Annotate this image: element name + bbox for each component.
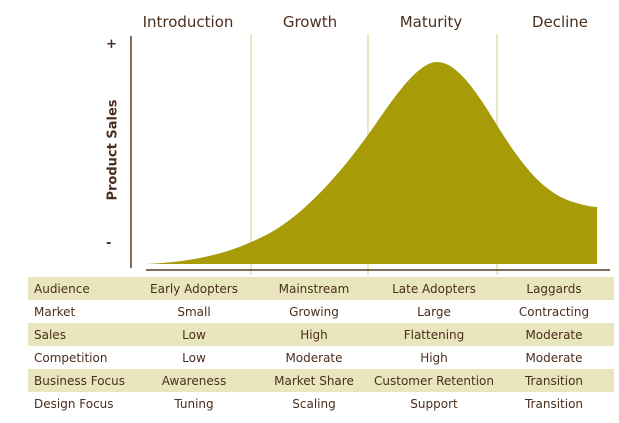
table-cell: Transition [524, 396, 584, 411]
table-cell: Market Share [254, 369, 374, 392]
table-cell: Awareness [134, 369, 254, 392]
stage-title-decline: Decline [531, 13, 589, 31]
table-cell: Transition [494, 369, 614, 392]
table-cell: Moderate [494, 323, 614, 346]
table-cell: Laggards [494, 277, 614, 300]
table-cell: Mainstream [254, 277, 374, 300]
row-label: Competition [34, 350, 108, 365]
lifecycle-attributes-table: Audience Early Adopters Mainstream Late … [28, 277, 614, 415]
table-row-audience: Audience Early Adopters Mainstream Late … [28, 277, 614, 300]
table-row-market: Market Small Growing Large Contracting [28, 300, 614, 323]
table-cell: Early Adopters [134, 277, 254, 300]
table-cell: Growing [289, 304, 339, 319]
stage-title-growth: Growth [282, 13, 338, 31]
table-cell: Large [417, 304, 451, 319]
table-cell: High [420, 350, 448, 365]
table-cell: Support [410, 396, 458, 411]
table-cell: Tuning [174, 396, 214, 411]
table-cell: Contracting [518, 304, 590, 319]
y-axis-low-marker: - [106, 236, 112, 251]
table-row-sales: Sales Low High Flattening Moderate [28, 323, 614, 346]
sales-curve-area [146, 61, 597, 264]
table-cell: Scaling [292, 396, 336, 411]
table-cell: Customer Retention [374, 369, 494, 392]
table-cell: High [254, 323, 374, 346]
table-row-competition: Competition Low Moderate High Moderate [28, 346, 614, 369]
stage-title-maturity: Maturity [399, 13, 463, 31]
table-row-design-focus: Design Focus Tuning Scaling Support Tran… [28, 392, 614, 415]
table-row-business-focus: Business Focus Awareness Market Share Cu… [28, 369, 614, 392]
table-cell: Moderate [525, 350, 583, 365]
row-label: Market [34, 304, 76, 319]
table-cell: Low [182, 350, 206, 365]
row-label: Sales [28, 323, 134, 346]
y-axis-label: Product Sales [105, 99, 121, 201]
row-label: Audience [28, 277, 134, 300]
table-cell: Late Adopters [374, 277, 494, 300]
table-cell: Moderate [285, 350, 343, 365]
table-cell: Low [134, 323, 254, 346]
row-label: Design Focus [34, 396, 114, 411]
y-axis-high-marker: + [106, 37, 117, 52]
table-cell: Small [177, 304, 211, 319]
row-label: Business Focus [28, 369, 134, 392]
stage-title-introduction: Introduction [142, 13, 234, 31]
table-cell: Flattening [374, 323, 494, 346]
